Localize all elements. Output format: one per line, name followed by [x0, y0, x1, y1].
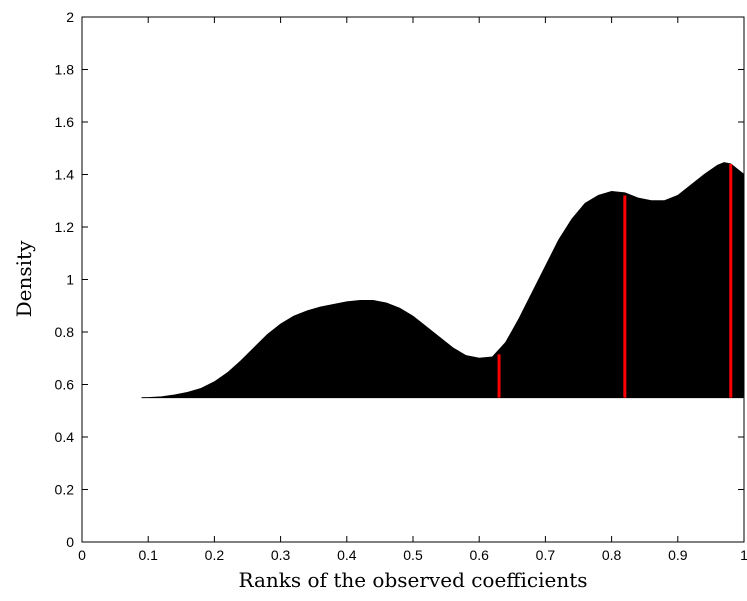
y-tick-label: 1.2 [55, 219, 75, 235]
x-tick-label: 0.3 [271, 547, 291, 563]
y-tick-label: 0.2 [55, 482, 75, 498]
y-tick-label: 1 [66, 272, 74, 288]
x-tick-label: 0.1 [138, 547, 158, 563]
y-tick-label: 0.4 [55, 429, 75, 445]
x-tick-label: 0.5 [403, 547, 423, 563]
x-tick-label: 0.7 [536, 547, 556, 563]
x-tick-label: 0.4 [337, 547, 357, 563]
y-tick-label: 1.4 [55, 167, 75, 183]
x-axis-label: Ranks of the observed coefficients [238, 568, 587, 592]
x-tick-label: 0 [78, 547, 86, 563]
x-axis-ticks: 0 0.1 0.2 0.3 0.4 0.5 0.6 0.7 0.8 0.9 1 [78, 17, 747, 563]
density-fill-layer [141, 162, 745, 399]
x-tick-label: 1 [740, 547, 747, 563]
y-tick-label: 0.8 [55, 324, 75, 340]
y-tick-label: 1.8 [55, 62, 75, 78]
marker-layer [497, 164, 733, 398]
density-area [141, 162, 745, 399]
x-tick-label: 0.8 [602, 547, 622, 563]
y-axis-label: Density [12, 240, 36, 317]
x-tick-label: 0.6 [469, 547, 489, 563]
x-tick-label: 0.9 [668, 547, 688, 563]
y-tick-label: 0.6 [55, 377, 75, 393]
x-tick-label: 0.2 [205, 547, 225, 563]
y-tick-label: 0 [66, 534, 74, 550]
y-axis-ticks: 0 0.2 0.4 0.6 0.8 1 1.2 1.4 1.6 1.8 2 [55, 9, 744, 550]
y-tick-label: 1.6 [55, 114, 75, 130]
y-tick-label: 2 [66, 9, 74, 25]
